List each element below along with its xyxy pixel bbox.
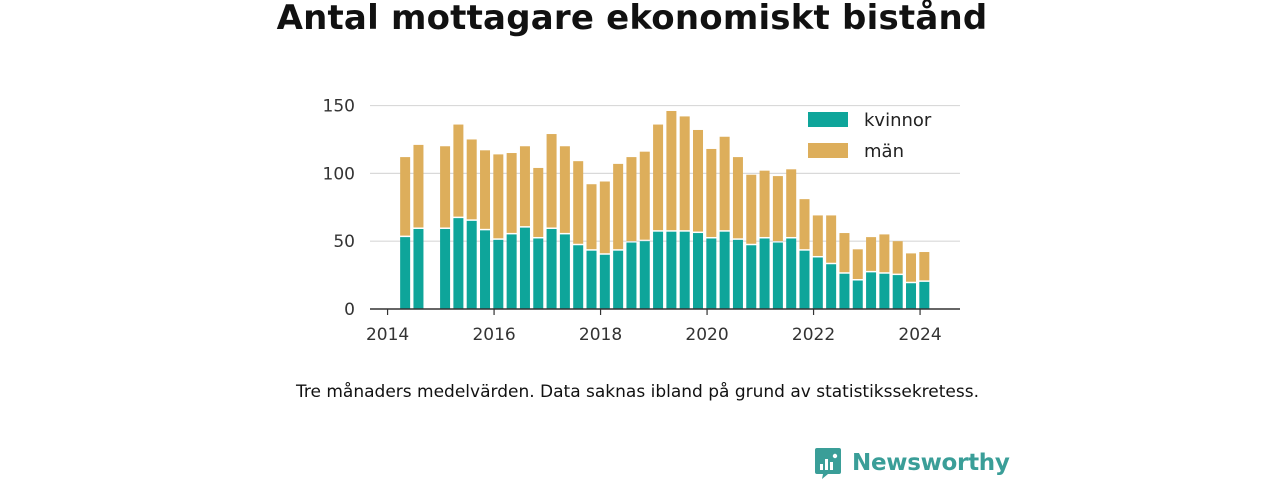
bar-man [786, 169, 797, 237]
bar-kvinnor [839, 273, 850, 309]
chart-footnote: Tre månaders medelvärden. Data saknas ib… [296, 382, 979, 402]
bar-man [400, 157, 411, 236]
bar-man [613, 163, 624, 250]
bar-man [759, 170, 770, 237]
bar-man [799, 199, 810, 250]
bar-man [466, 139, 477, 220]
bar-man [506, 153, 517, 233]
y-tick-label-100: 100 [323, 164, 355, 184]
bar-kvinnor [866, 272, 877, 309]
x-tick-label-2018: 2018 [579, 325, 622, 345]
x-tick-label-2020: 2020 [685, 325, 728, 345]
bar-kvinnor [759, 238, 770, 309]
bar-kvinnor [852, 280, 863, 309]
x-tick-label-2016: 2016 [472, 325, 515, 345]
bar-kvinnor [506, 234, 517, 309]
y-tick-label-0: 0 [344, 300, 355, 320]
bar-man [812, 215, 823, 256]
bar-kvinnor [919, 281, 930, 309]
bar-kvinnor [679, 231, 690, 309]
bar-kvinnor [666, 231, 677, 309]
y-tick-label-150: 150 [323, 97, 355, 117]
bar-kvinnor [519, 227, 530, 309]
y-tick-label-50: 50 [333, 232, 355, 252]
bar-man [852, 249, 863, 280]
bar-man [599, 181, 610, 254]
bar-man [906, 253, 917, 282]
bar-man [892, 241, 903, 274]
legend-label-1: män [864, 141, 904, 162]
bar-man [866, 237, 877, 271]
bar-kvinnor [772, 242, 783, 309]
bar-kvinnor [892, 275, 903, 309]
chart-title: Antal mottagare ekonomiskt bistånd [276, 0, 988, 38]
bar-kvinnor [719, 231, 730, 309]
bar-kvinnor [799, 250, 810, 309]
x-tick-label-2022: 2022 [792, 325, 835, 345]
bar-man [440, 146, 451, 228]
bar-man [732, 157, 743, 239]
bar-kvinnor [693, 233, 704, 309]
bar-kvinnor [906, 283, 917, 309]
bar-man [772, 176, 783, 242]
bar-man [559, 146, 570, 233]
bar-kvinnor [599, 254, 610, 309]
x-tick-label-2024: 2024 [898, 325, 941, 345]
bar-kvinnor [879, 273, 890, 309]
bar-kvinnor [440, 228, 451, 309]
bar-man [919, 252, 930, 281]
legend-swatch-0 [808, 112, 848, 127]
bar-man [413, 144, 424, 228]
bar-man [546, 134, 557, 228]
bar-kvinnor [732, 239, 743, 309]
bar-kvinnor [786, 238, 797, 309]
bar-kvinnor [826, 264, 837, 309]
bar-man [573, 161, 584, 244]
legend-label-0: kvinnor [864, 110, 932, 131]
brand-name: Newsworthy [852, 450, 1010, 476]
bar-man [879, 234, 890, 273]
bar-man [746, 174, 757, 244]
bar-man [666, 110, 677, 231]
bar-man [519, 146, 530, 227]
bar-kvinnor [546, 228, 557, 309]
bar-man [839, 233, 850, 273]
bar-man [653, 124, 664, 231]
bar-man [639, 151, 650, 240]
bar-kvinnor [812, 257, 823, 309]
bar-kvinnor [493, 239, 504, 309]
bar-kvinnor [466, 220, 477, 309]
bar-kvinnor [400, 237, 411, 309]
bar-man [679, 116, 690, 231]
bar-kvinnor [586, 250, 597, 309]
bar-man [719, 136, 730, 231]
legend-swatch-1 [808, 143, 848, 158]
bar-kvinnor [639, 241, 650, 309]
newsworthy-chart-icon [815, 447, 841, 479]
bar-man [493, 154, 504, 239]
bar-kvinnor [746, 245, 757, 309]
bar-kvinnor [653, 231, 664, 309]
bar-man [586, 184, 597, 250]
bar-man [453, 124, 464, 217]
bar-kvinnor [453, 218, 464, 309]
bar-man [693, 129, 704, 232]
bar-kvinnor [413, 228, 424, 309]
bar-kvinnor [573, 245, 584, 309]
bar-man [533, 167, 544, 237]
bar-kvinnor [533, 238, 544, 309]
x-tick-label-2014: 2014 [366, 325, 409, 345]
bar-kvinnor [626, 242, 637, 309]
bar-man [826, 215, 837, 263]
bar-man [706, 148, 717, 237]
bar-kvinnor [706, 238, 717, 309]
newsworthy-logo[interactable]: Newsworthy [814, 446, 1010, 480]
bar-man [626, 157, 637, 242]
bar-kvinnor [559, 234, 570, 309]
bar-kvinnor [613, 250, 624, 309]
bar-kvinnor [480, 230, 491, 309]
stacked-bar-chart: 0 50 100 150 2014 2016 2018 2020 2022 2024 kvinno… [323, 97, 960, 345]
bar-man [480, 150, 491, 229]
